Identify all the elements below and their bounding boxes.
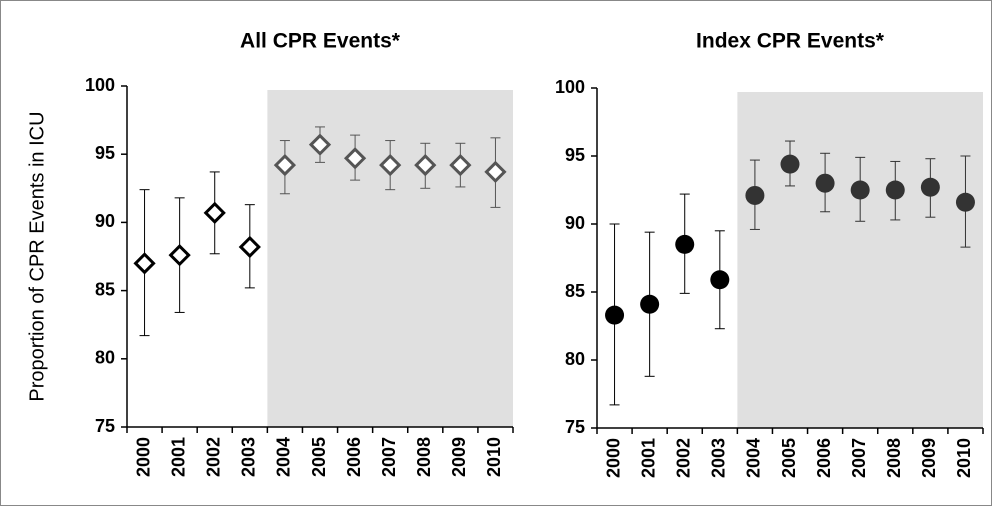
chart-title: Index CPR Events* (696, 30, 885, 53)
y-tick-label: 75 (95, 416, 115, 436)
x-tick-label: 2009 (449, 437, 469, 477)
point-marker (885, 180, 905, 200)
point-marker (484, 160, 507, 184)
point-marker (203, 201, 226, 224)
point-marker (308, 133, 332, 156)
x-tick-label: 2006 (344, 437, 364, 477)
x-tick-label: 2007 (849, 438, 869, 478)
x-tick-label: 2007 (379, 437, 399, 477)
point-marker (449, 153, 472, 177)
y-tick-label: 90 (565, 213, 585, 233)
y-tick-label: 75 (565, 417, 585, 437)
y-tick-label: 90 (95, 211, 115, 231)
x-tick-label: 2002 (203, 437, 223, 477)
point-marker (343, 147, 367, 170)
x-tick-label: 2001 (168, 437, 188, 477)
y-tick-label: 100 (555, 77, 585, 97)
point-marker (710, 270, 730, 290)
point-marker (815, 173, 835, 193)
point-marker (675, 234, 695, 254)
x-tick-label: 2008 (414, 437, 434, 477)
y-tick-label: 95 (95, 143, 115, 163)
x-tick-label: 2009 (919, 438, 939, 478)
point-marker (133, 252, 156, 275)
point-marker (379, 153, 402, 177)
x-tick-label: 2004 (274, 437, 294, 477)
y-tick-label: 80 (95, 348, 115, 368)
point-marker (414, 153, 437, 177)
x-tick-label: 2000 (133, 437, 153, 477)
y-tick-label: 85 (565, 281, 585, 301)
x-tick-label: 2010 (954, 438, 974, 478)
x-tick-label: 2004 (744, 438, 764, 478)
point-marker (605, 305, 625, 325)
x-tick-label: 2002 (673, 438, 693, 478)
x-tick-label: 2006 (814, 438, 834, 478)
x-tick-label: 2000 (603, 438, 623, 478)
x-tick-label: 2003 (709, 438, 729, 478)
point-marker (238, 235, 261, 259)
y-tick-label: 85 (95, 279, 115, 299)
point-marker (955, 192, 975, 212)
x-tick-label: 2010 (484, 437, 504, 477)
x-tick-label: 2005 (779, 438, 799, 478)
point-marker (745, 185, 765, 205)
x-tick-label: 2008 (884, 438, 904, 478)
x-tick-label: 2005 (309, 437, 329, 477)
chart-title: All CPR Events* (240, 30, 401, 53)
y-tick-label: 80 (565, 349, 585, 369)
point-marker (273, 153, 297, 177)
x-tick-label: 2003 (239, 437, 259, 477)
x-tick-label: 2001 (638, 438, 658, 478)
point-marker (780, 154, 800, 174)
point-marker (850, 180, 870, 200)
point-marker (920, 177, 940, 197)
point-marker (168, 244, 191, 267)
y-tick-label: 100 (85, 75, 115, 95)
y-axis-label: Proportion of CPR Events in ICU (26, 111, 48, 401)
shaded-region (737, 92, 983, 428)
y-tick-label: 95 (565, 145, 585, 165)
point-marker (640, 294, 660, 314)
